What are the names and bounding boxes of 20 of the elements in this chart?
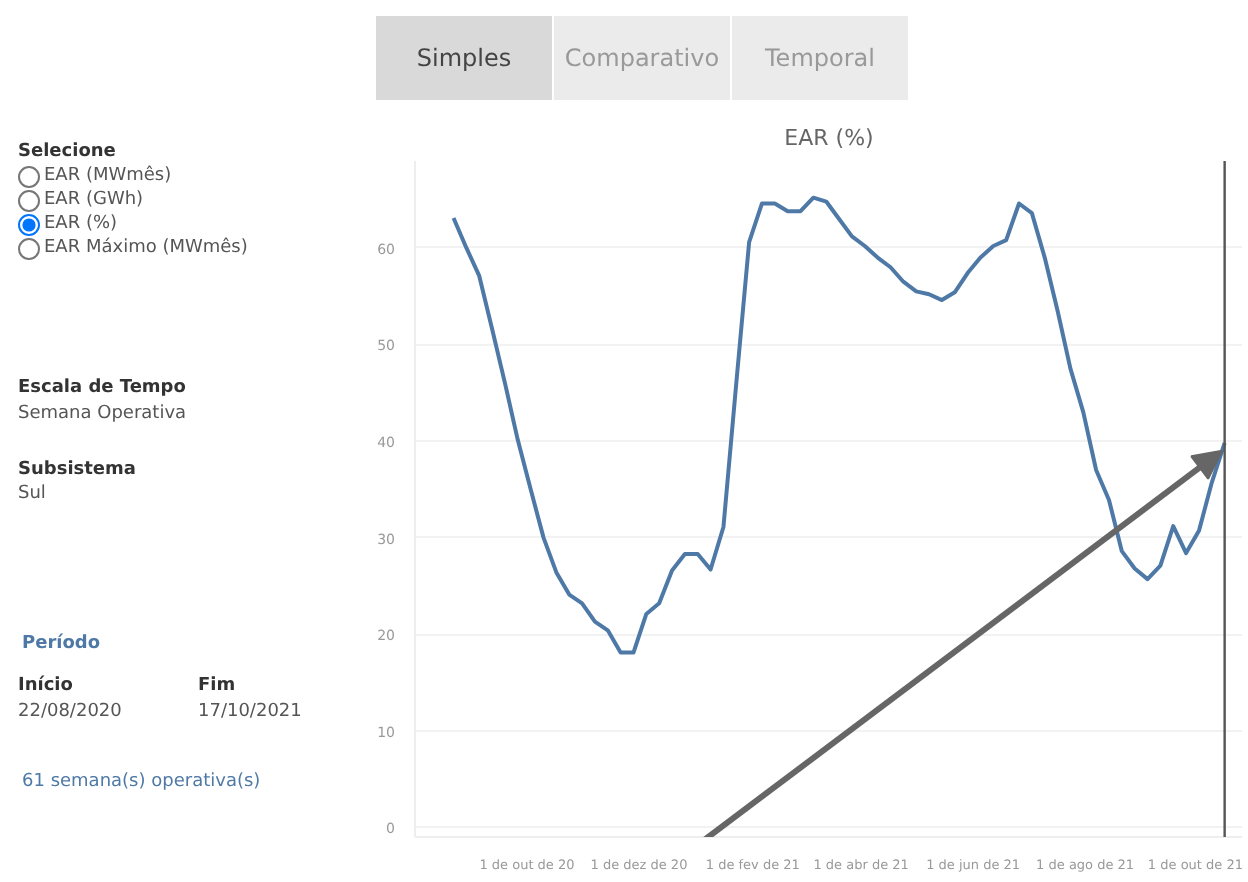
text: Subsistema	[18, 457, 138, 483]
text: Simples	[376, 16, 552, 100]
text: Comparativo	[554, 16, 730, 100]
line-series	[451, 195, 1227, 655]
text: Semana Operativa	[18, 401, 189, 428]
text: 61 semana(s) operativa(s)	[20, 769, 263, 796]
chart-title: EAR (%)	[784, 125, 874, 151]
text: 17/10/2021	[198, 699, 302, 726]
text: EAR Máximo (MWmês)	[42, 237, 250, 262]
text: Fim	[198, 674, 238, 700]
text: EAR (%)	[42, 213, 120, 237]
text: Período	[20, 632, 103, 659]
text: Escala de Tempo	[18, 375, 188, 402]
text: Início	[18, 674, 75, 700]
text: 22/08/2020	[18, 699, 124, 726]
text: Selecione	[18, 140, 118, 165]
text: Sul	[18, 482, 48, 509]
text: EAR (GWh)	[42, 189, 146, 214]
text: Temporal	[732, 16, 908, 100]
text: EAR (MWmês)	[42, 165, 174, 190]
